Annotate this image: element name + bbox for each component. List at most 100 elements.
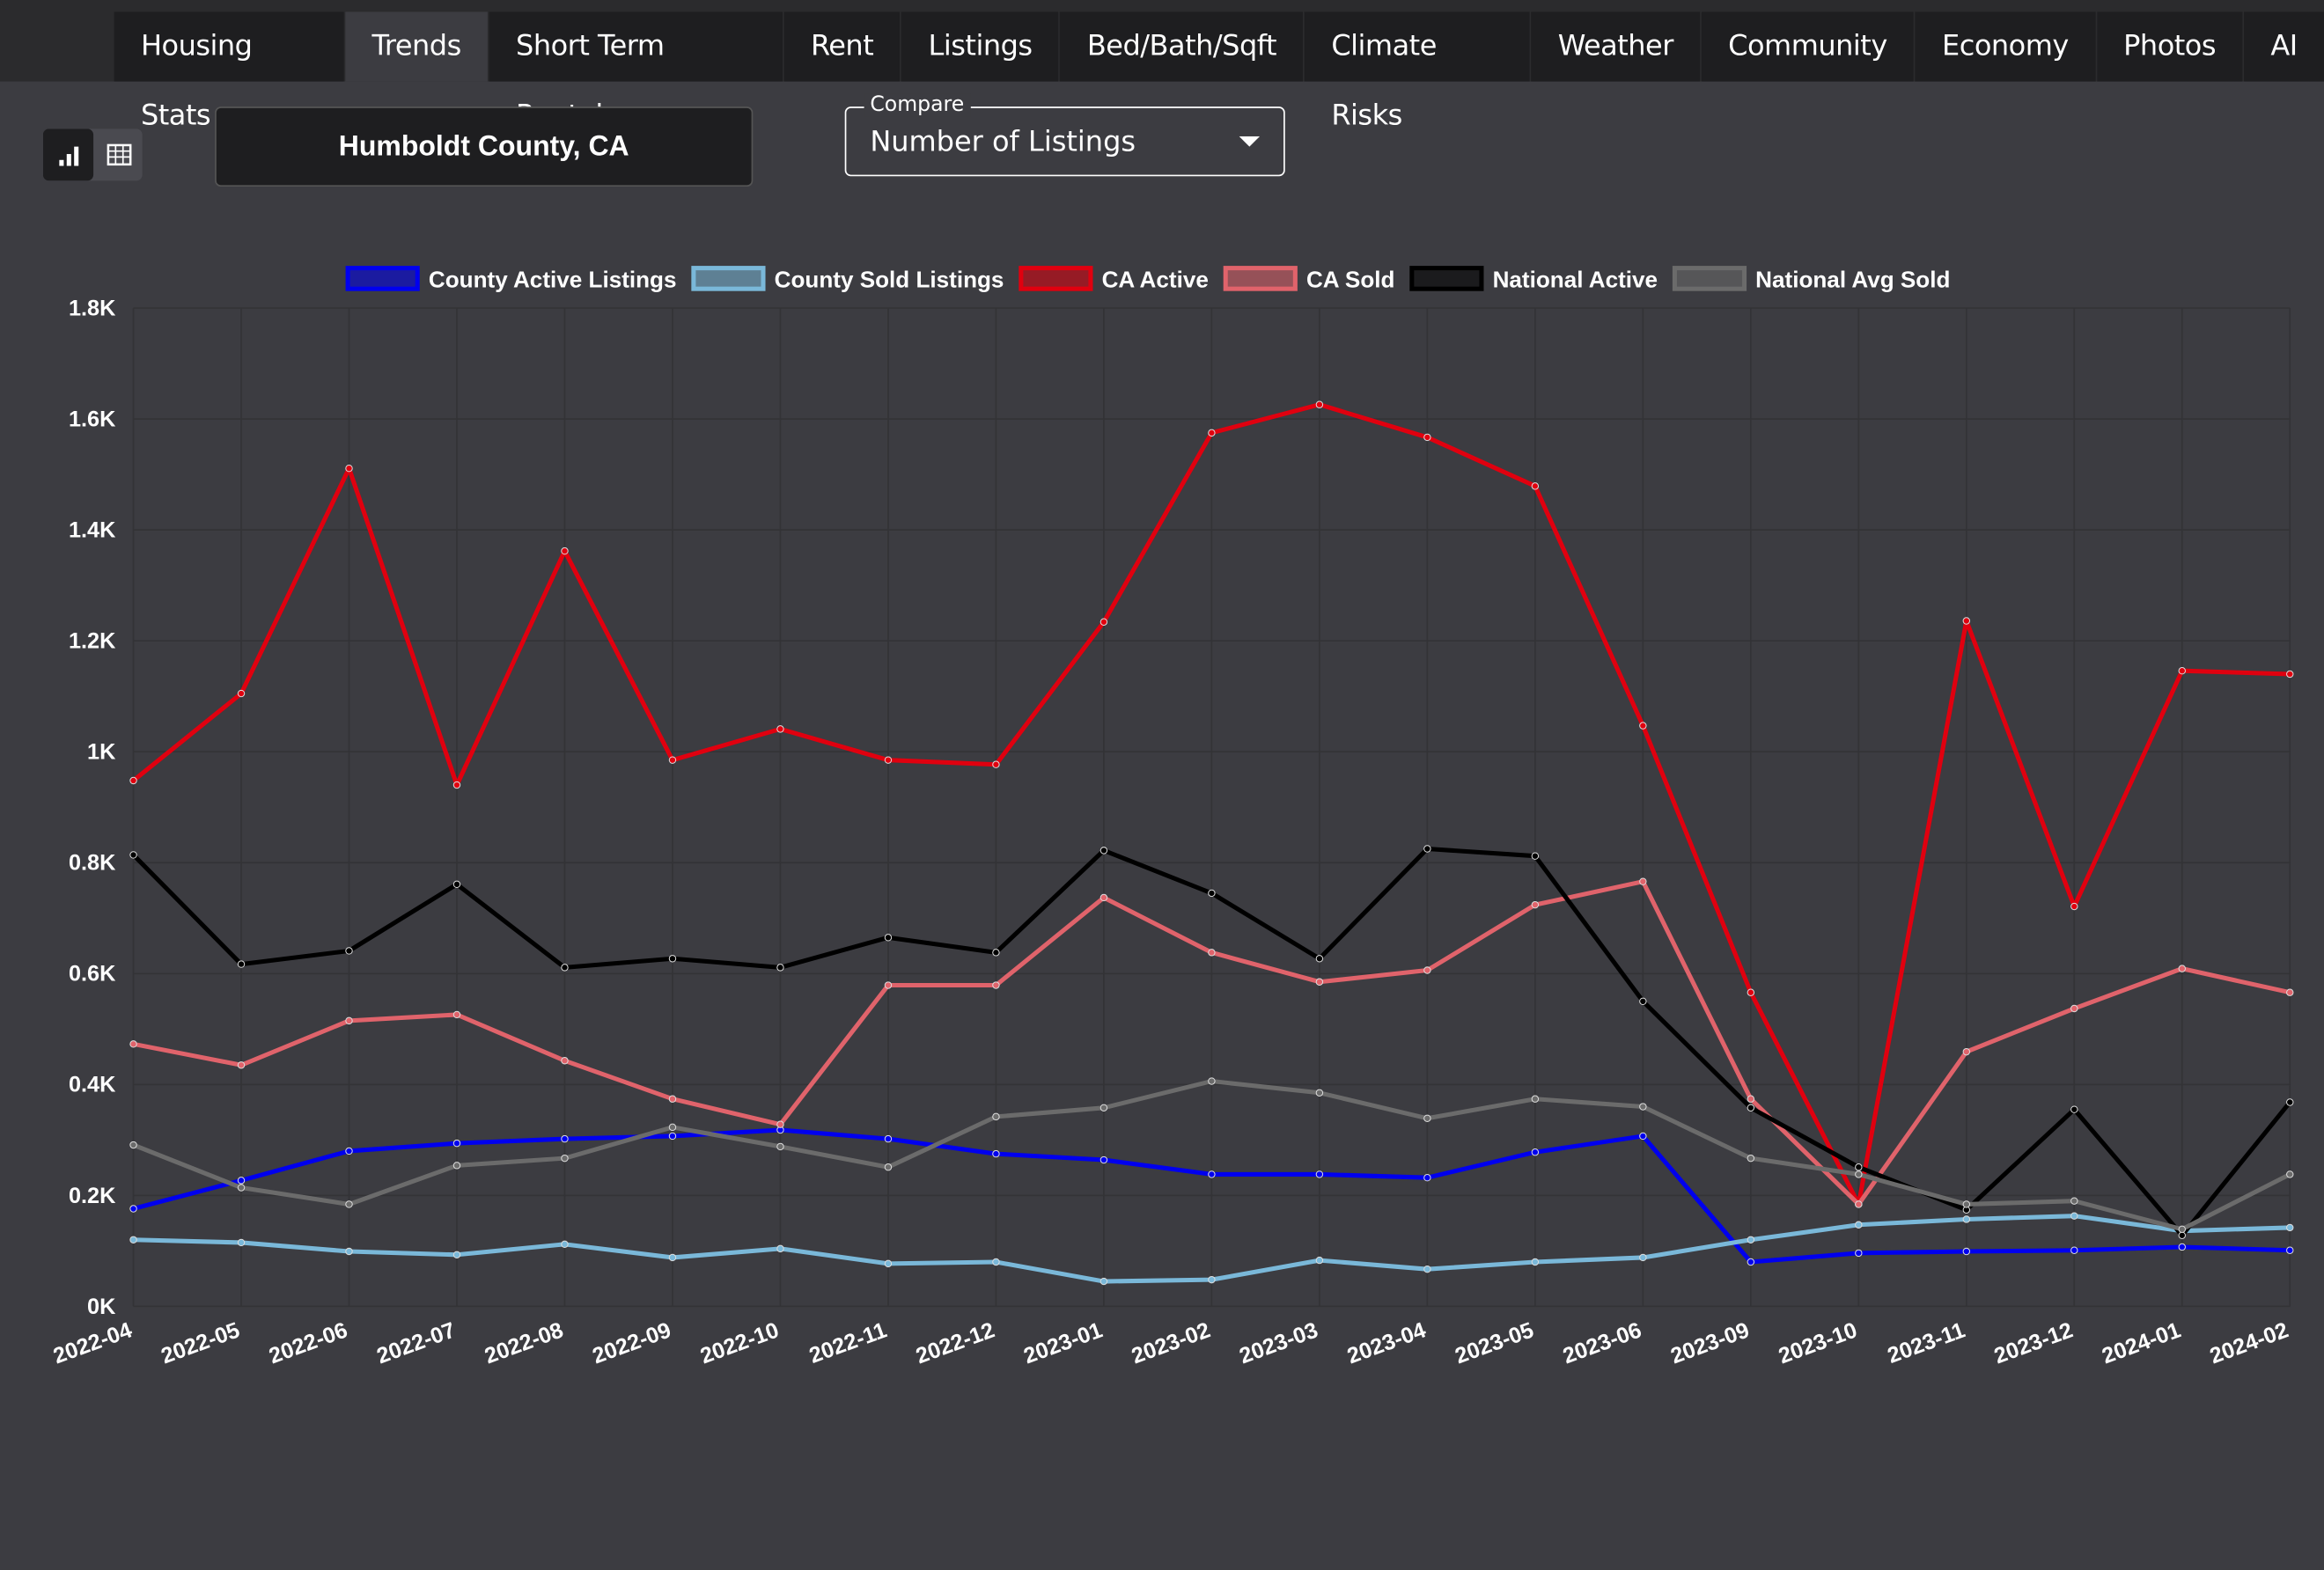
x-tick-label: 2022-05	[158, 1317, 243, 1368]
data-point	[1639, 997, 1647, 1006]
x-tick-label: 2023-02	[1129, 1317, 1214, 1368]
data-point	[1639, 877, 1647, 885]
location-button[interactable]: Humboldt County, CA	[215, 106, 754, 187]
data-point	[345, 1247, 353, 1256]
legend-label: CA Active	[1102, 267, 1209, 293]
data-point	[1855, 1221, 1863, 1229]
icon-bar	[74, 146, 79, 166]
data-point	[668, 1132, 677, 1141]
data-point	[1747, 1104, 1755, 1112]
data-point	[1747, 1236, 1755, 1244]
data-point	[1423, 1265, 1431, 1273]
data-point	[1639, 1253, 1647, 1262]
data-point	[345, 947, 353, 955]
data-point	[884, 756, 893, 764]
legend-label: National Avg Sold	[1755, 267, 1950, 293]
tab[interactable]: Bed/Bath/Sqft	[1060, 11, 1304, 82]
legend-item: County Sold Listings	[691, 266, 1004, 293]
data-point	[561, 1134, 569, 1143]
y-tick-label: 0.2K	[69, 1184, 115, 1208]
data-point	[2286, 1170, 2294, 1178]
x-tick-label: 2024-01	[2099, 1317, 2184, 1368]
y-tick-label: 0.8K	[69, 851, 115, 876]
data-point	[1962, 617, 1971, 625]
data-point	[884, 1163, 893, 1171]
x-tick-label: 2023-03	[1236, 1317, 1321, 1368]
compare-label: Compare	[864, 93, 970, 117]
y-tick-label: 0.4K	[69, 1073, 115, 1097]
data-point	[1855, 1163, 1863, 1171]
data-point	[1855, 1249, 1863, 1258]
data-point	[1315, 400, 1324, 408]
tab[interactable]: Economy	[1915, 11, 2096, 82]
tab[interactable]: AI	[2244, 11, 2324, 82]
legend-swatch	[691, 266, 766, 291]
table-view-icon[interactable]	[107, 143, 132, 166]
x-tick-label: 2023-04	[1344, 1317, 1430, 1368]
compare-select[interactable]: Compare Number of Listings	[844, 93, 1285, 177]
x-tick-label: 2022-04	[50, 1317, 136, 1368]
data-point	[1747, 1258, 1755, 1266]
legend-swatch	[345, 266, 420, 291]
y-tick-label: 1.2K	[69, 629, 115, 654]
legend-item: CA Active	[1019, 266, 1209, 293]
data-point	[452, 880, 461, 889]
data-point	[1315, 1089, 1324, 1097]
legend-item: National Avg Sold	[1672, 266, 1950, 293]
data-point	[1099, 847, 1108, 855]
data-point	[2286, 670, 2294, 679]
x-tick-label: 2023-10	[1776, 1317, 1861, 1368]
x-tick-label: 2022-07	[373, 1317, 459, 1368]
data-point	[776, 964, 784, 972]
tab[interactable]: Listings	[901, 11, 1059, 82]
data-point	[1315, 1170, 1324, 1178]
tab[interactable]: Rent	[783, 11, 901, 82]
data-point	[452, 1162, 461, 1170]
data-point	[237, 1061, 246, 1069]
data-point	[992, 1112, 1000, 1121]
data-point	[1099, 618, 1108, 626]
data-point	[1423, 966, 1431, 974]
data-point	[1639, 1132, 1647, 1141]
tab[interactable]: Trends	[345, 11, 489, 82]
data-point	[129, 851, 137, 859]
data-point	[776, 1142, 784, 1151]
data-point	[1855, 1170, 1863, 1178]
view-toggle[interactable]	[42, 128, 143, 181]
data-point	[129, 1040, 137, 1048]
tab[interactable]: Weather	[1531, 11, 1701, 82]
data-point	[2070, 1004, 2078, 1013]
data-point	[1531, 900, 1540, 909]
data-point	[452, 781, 461, 789]
data-point	[1208, 1077, 1216, 1085]
legend-item: National Active	[1409, 266, 1658, 293]
x-tick-label: 2023-12	[1991, 1317, 2077, 1368]
tab[interactable]: Climate Risks	[1305, 11, 1530, 132]
data-point	[1423, 1173, 1431, 1182]
tab[interactable]: Photos	[2096, 11, 2243, 82]
data-point	[1315, 978, 1324, 986]
data-point	[561, 964, 569, 972]
data-point	[2178, 667, 2186, 675]
data-point	[129, 1236, 137, 1244]
tab[interactable]: Community	[1701, 11, 1915, 82]
tab[interactable]: Housing Stats	[114, 11, 344, 132]
x-tick-label: 2022-06	[266, 1317, 351, 1368]
compare-value: Number of Listings	[870, 126, 1136, 159]
data-point	[345, 1016, 353, 1025]
data-point	[237, 1238, 246, 1247]
data-point	[1423, 433, 1431, 442]
x-tick-label: 2022-12	[913, 1317, 998, 1368]
data-point	[2070, 902, 2078, 911]
data-point	[1208, 429, 1216, 437]
legend-swatch	[1019, 266, 1093, 291]
data-point	[345, 1147, 353, 1155]
data-point	[668, 1095, 677, 1103]
data-point	[1747, 1095, 1755, 1103]
x-tick-label: 2023-01	[1020, 1317, 1106, 1368]
data-point	[1315, 955, 1324, 963]
data-point	[2070, 1105, 2078, 1113]
data-point	[2286, 1098, 2294, 1106]
